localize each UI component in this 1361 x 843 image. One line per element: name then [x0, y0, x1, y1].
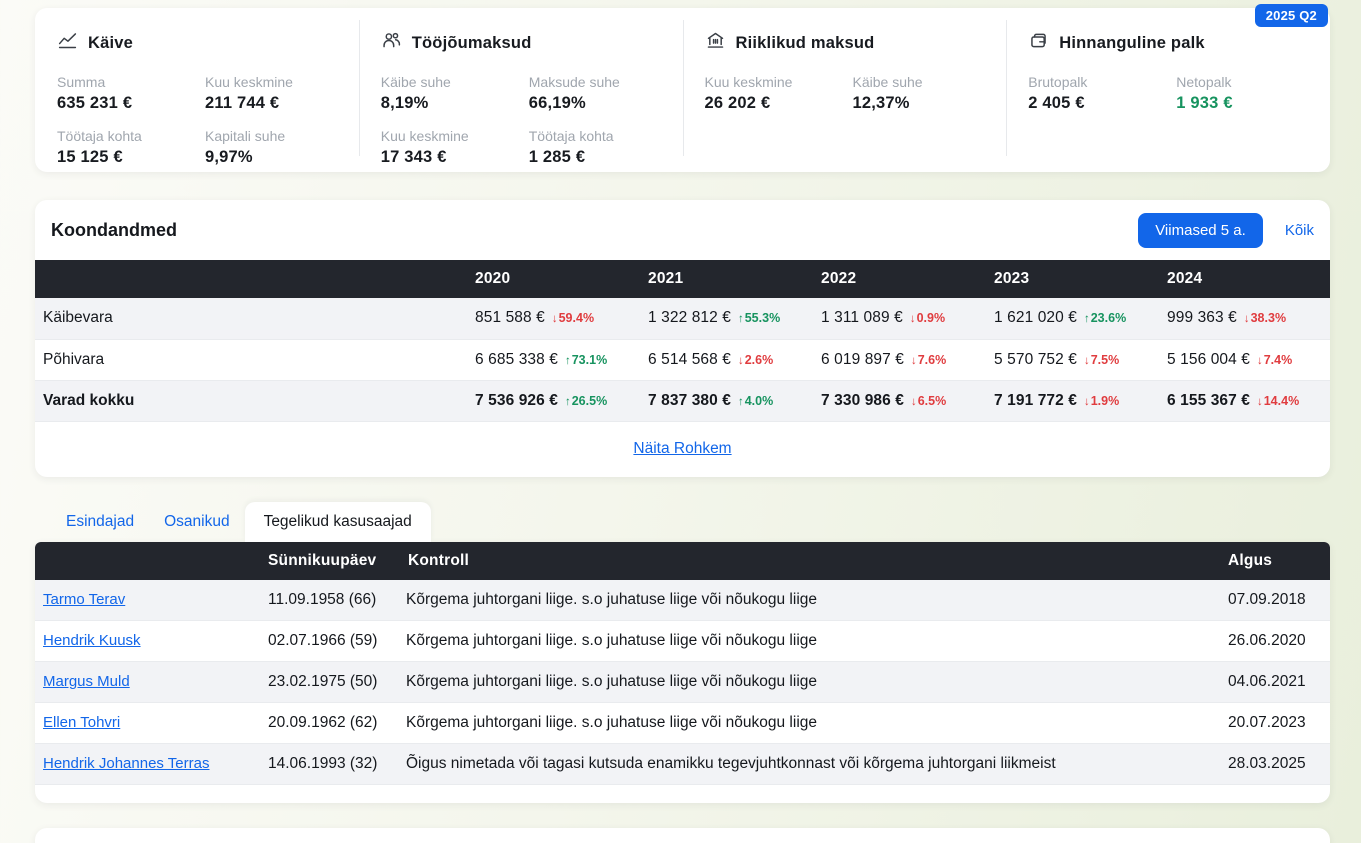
people-tabs: Esindajad Osanikud Tegelikud kasusaajad [35, 501, 1330, 542]
metric: Netopalk 1 933 € [1176, 74, 1233, 112]
table-row-person: Hendrik Johannes Terras 14.06.1993 (32) … [35, 743, 1330, 785]
metric: Kuu keskmine 17 343 € [380, 128, 469, 166]
table-row-person: Margus Muld 23.02.1975 (50) Kõrgema juht… [35, 661, 1330, 703]
year-header: 2023 [994, 260, 1167, 298]
table-row-varad-kokku: Varad kokku 7 536 926 €26.5% 7 837 380 €… [35, 380, 1330, 422]
stat-card-title: Tööjõumaksud [411, 33, 532, 52]
year-header: 2022 [821, 260, 994, 298]
table-row-kaibevara: Käibevara 851 588 €59.4% 1 322 812 €55.3… [35, 298, 1330, 340]
change-badge: 0.9% [910, 311, 945, 325]
person-link[interactable]: Hendrik Johannes Terras [43, 755, 210, 772]
chart-line-icon [57, 30, 78, 56]
metric: Kapitali suhe 9,97% [205, 128, 286, 166]
table-row-person: Ellen Tohvri 20.09.1962 (62) Kõrgema juh… [35, 702, 1330, 744]
control-header: Kontroll [406, 541, 1228, 580]
beneficiaries-card: Sünnikuupäev Kontroll Algus Tarmo Terav … [35, 541, 1330, 803]
change-badge: 7.4% [1257, 353, 1292, 367]
table-row-person: Hendrik Kuusk 02.07.1966 (59) Kõrgema ju… [35, 620, 1330, 662]
bank-icon [705, 30, 726, 56]
metric: Käibe suhe 8,19% [380, 74, 451, 112]
quarter-badge: 2025 Q2 [1254, 4, 1328, 27]
change-badge: 4.0% [738, 394, 773, 408]
year-header: 2024 [1167, 260, 1330, 298]
metric: Käibe suhe 12,37% [852, 74, 923, 112]
stats-overview-card: 2025 Q2 Käive Summa 635 231 € Kuu keskmi… [35, 4, 1330, 172]
tab-esindajad[interactable]: Esindajad [66, 512, 135, 530]
person-link[interactable]: Tarmo Terav [43, 590, 126, 608]
tab-osanikud[interactable]: Osanikud [164, 512, 230, 530]
summary-card: Koondandmed Viimased 5 a. Kõik 2020 2021… [35, 200, 1330, 477]
show-more-link[interactable]: Näita Rohkem [633, 440, 732, 457]
change-badge: 38.3% [1244, 311, 1286, 325]
stat-card-labor-taxes: Tööjõumaksud Käibe suhe 8,19% Maksude su… [358, 8, 683, 172]
change-badge: 55.3% [738, 311, 780, 325]
next-section-card [35, 828, 1330, 843]
change-badge: 26.5% [565, 394, 607, 408]
stat-card-title: Käive [88, 33, 134, 52]
divider [358, 20, 360, 156]
change-badge: 59.4% [552, 311, 594, 325]
table-row-person: Tarmo Terav 11.09.1958 (66) Kõrgema juht… [35, 579, 1330, 621]
filter-all-link[interactable]: Kõik [1284, 221, 1314, 239]
metric: Brutopalk 2 405 € [1028, 74, 1088, 112]
start-header: Algus [1228, 541, 1330, 580]
birth-date-header: Sünnikuupäev [268, 541, 406, 580]
stat-card-turnover: Käive Summa 635 231 € Kuu keskmine 211 7… [35, 8, 359, 172]
change-badge: 7.5% [1084, 353, 1119, 367]
year-header: 2021 [648, 260, 821, 298]
metric: Kuu keskmine 26 202 € [704, 74, 793, 112]
divider [1006, 20, 1008, 156]
metric: Töötaja kohta 15 125 € [57, 128, 142, 166]
stat-card-estimated-salary: Hinnanguline palk Brutopalk 2 405 € Neto… [1006, 8, 1330, 172]
stat-card-title: Riiklikud maksud [735, 33, 875, 52]
wallet-icon [1028, 30, 1049, 56]
person-link[interactable]: Margus Muld [43, 673, 130, 690]
person-link[interactable]: Ellen Tohvri [43, 714, 121, 731]
summary-table: 2020 2021 2022 2023 2024 Käibevara 851 5… [35, 260, 1330, 422]
change-badge: 6.5% [911, 394, 946, 408]
metric: Kuu keskmine 211 744 € [205, 74, 293, 112]
filter-last-5-years-button[interactable]: Viimased 5 a. [1138, 212, 1263, 248]
stat-card-title: Hinnanguline palk [1059, 33, 1205, 52]
change-badge: 14.4% [1257, 394, 1299, 408]
person-link[interactable]: Hendrik Kuusk [43, 632, 141, 649]
change-badge: 7.6% [911, 353, 946, 367]
people-icon [381, 30, 402, 56]
divider [682, 20, 684, 156]
summary-table-header: 2020 2021 2022 2023 2024 [35, 260, 1330, 298]
change-badge: 23.6% [1084, 311, 1126, 325]
tab-tegelikud-kasusaajad[interactable]: Tegelikud kasusaajad [244, 501, 431, 542]
metric: Summa 635 231 € [57, 74, 133, 112]
stat-card-state-taxes: Riiklikud maksud Kuu keskmine 26 202 € K… [682, 8, 1007, 172]
table-row-pohivara: Põhivara 6 685 338 €73.1% 6 514 568 €2.6… [35, 339, 1330, 381]
metric: Maksude suhe 66,19% [528, 74, 620, 112]
change-badge: 73.1% [565, 353, 607, 367]
summary-title: Koondandmed [51, 219, 177, 240]
year-header: 2020 [475, 260, 648, 298]
beneficiaries-table-header: Sünnikuupäev Kontroll Algus [35, 541, 1330, 580]
change-badge: 1.9% [1084, 394, 1119, 408]
change-badge: 2.6% [738, 353, 773, 367]
beneficiaries-table: Sünnikuupäev Kontroll Algus Tarmo Terav … [35, 541, 1330, 785]
metric: Töötaja kohta 1 285 € [528, 128, 614, 166]
